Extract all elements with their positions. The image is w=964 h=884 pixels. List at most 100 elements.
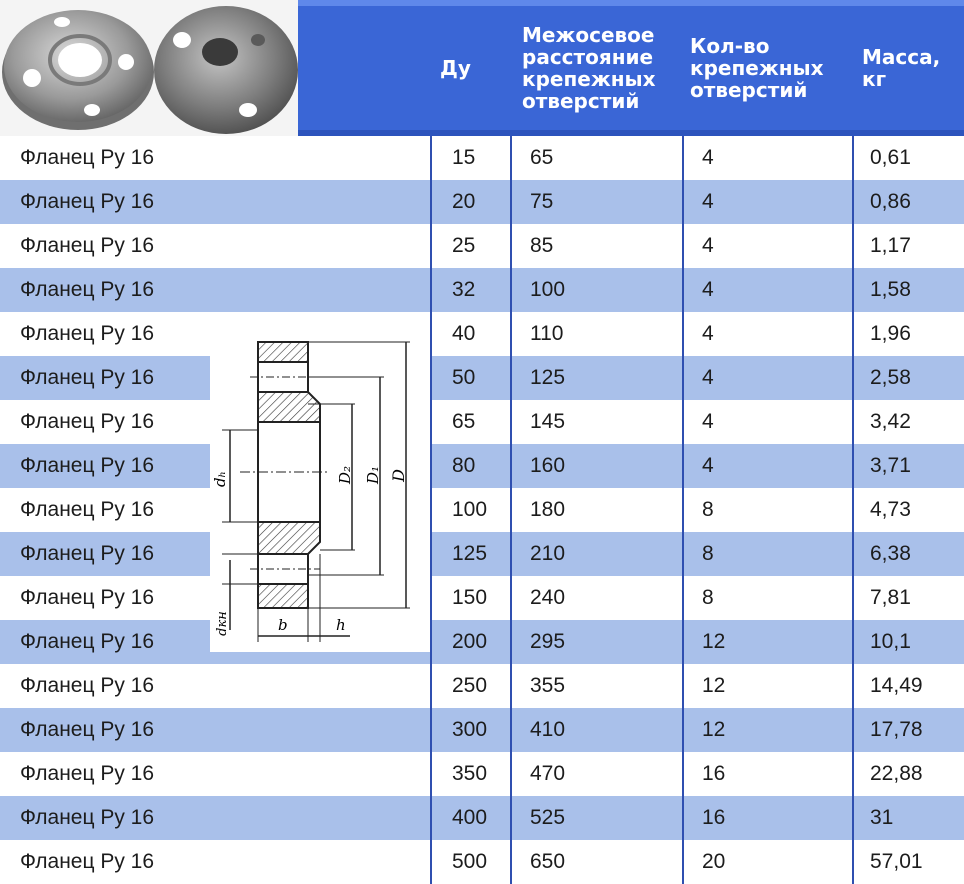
header-count: Кол-во крепежных отверстий [690, 34, 824, 102]
cell-du: 125 [452, 542, 488, 565]
cell-count: 4 [702, 146, 714, 169]
table-row: Фланец Ру 16 20 75 4 0,86 [0, 180, 964, 224]
cell-spacing: 85 [530, 234, 554, 257]
cell-name: Фланец Ру 16 [20, 718, 155, 741]
cell-name: Фланец Ру 16 [20, 278, 155, 301]
column-divider [430, 136, 432, 884]
table-row: Фланец Ру 16 300 410 12 17,78 [0, 708, 964, 752]
cell-spacing: 240 [530, 586, 566, 609]
cell-count: 4 [702, 234, 714, 257]
cell-mass: 1,17 [870, 234, 911, 257]
cell-name: Фланец Ру 16 [20, 146, 155, 169]
table-row: Фланец Ру 16 100 180 8 4,73 [0, 488, 964, 532]
cell-du: 250 [452, 674, 488, 697]
table-row: Фланец Ру 16 400 525 16 31 [0, 796, 964, 840]
table-row: Фланец Ру 16 150 240 8 7,81 [0, 576, 964, 620]
cell-spacing: 145 [530, 410, 566, 433]
cell-mass: 14,49 [870, 674, 923, 697]
column-divider [682, 136, 684, 884]
cell-count: 12 [702, 630, 726, 653]
flange-cross-section-diagram: dₕ dкн D₂ D₁ D b h [210, 330, 430, 652]
cell-name: Фланец Ру 16 [20, 542, 155, 565]
cell-du: 350 [452, 762, 488, 785]
cell-du: 500 [452, 850, 488, 873]
flange-photo-illustration [2, 6, 298, 134]
cell-du: 15 [452, 146, 476, 169]
cell-count: 8 [702, 498, 714, 521]
label-D1: D₁ [364, 465, 383, 485]
cell-spacing: 180 [530, 498, 566, 521]
cell-mass: 31 [870, 806, 894, 829]
table-row: Фланец Ру 16 80 160 4 3,71 [0, 444, 964, 488]
cell-mass: 0,86 [870, 190, 911, 213]
header-mass: Масса, кг [862, 45, 941, 91]
header-spacing: Межосевое расстояние крепежных отверстий [522, 23, 656, 113]
cell-mass: 3,71 [870, 454, 911, 477]
flange-drawing [210, 330, 430, 652]
cell-name: Фланец Ру 16 [20, 454, 155, 477]
table-row: Фланец Ру 16 15 65 4 0,61 [0, 136, 964, 180]
label-D: D [388, 469, 408, 482]
cell-name: Фланец Ру 16 [20, 806, 155, 829]
cell-mass: 17,78 [870, 718, 923, 741]
cell-mass: 10,1 [870, 630, 911, 653]
cell-count: 4 [702, 278, 714, 301]
cell-count: 8 [702, 542, 714, 565]
cell-spacing: 525 [530, 806, 566, 829]
cell-spacing: 160 [530, 454, 566, 477]
header-du: Ду [440, 56, 471, 80]
label-h: h [336, 616, 346, 634]
cell-mass: 2,58 [870, 366, 911, 389]
cell-mass: 1,58 [870, 278, 911, 301]
cell-mass: 7,81 [870, 586, 911, 609]
cell-spacing: 470 [530, 762, 566, 785]
cell-mass: 4,73 [870, 498, 911, 521]
cell-spacing: 295 [530, 630, 566, 653]
cell-spacing: 210 [530, 542, 566, 565]
column-divider [510, 136, 512, 884]
label-D2: D₂ [336, 465, 355, 485]
cell-du: 50 [452, 366, 476, 389]
cell-name: Фланец Ру 16 [20, 674, 155, 697]
cell-du: 25 [452, 234, 476, 257]
cell-du: 65 [452, 410, 476, 433]
cell-du: 32 [452, 278, 476, 301]
cell-count: 8 [702, 586, 714, 609]
cell-count: 4 [702, 366, 714, 389]
cell-count: 4 [702, 410, 714, 433]
header-background [298, 0, 964, 136]
table-row: Фланец Ру 16 500 650 20 57,01 [0, 840, 964, 884]
label-b: b [278, 616, 288, 634]
table-row: Фланец Ру 16 65 145 4 3,42 [0, 400, 964, 444]
cell-name: Фланец Ру 16 [20, 366, 155, 389]
cell-du: 200 [452, 630, 488, 653]
table-row: Фланец Ру 16 50 125 4 2,58 [0, 356, 964, 400]
flange-photo [0, 0, 298, 136]
cell-mass: 1,96 [870, 322, 911, 345]
cell-spacing: 100 [530, 278, 566, 301]
cell-count: 4 [702, 454, 714, 477]
table-row: Фланец Ру 16 200 295 12 10,1 [0, 620, 964, 664]
cell-spacing: 410 [530, 718, 566, 741]
cell-name: Фланец Ру 16 [20, 630, 155, 653]
cell-du: 150 [452, 586, 488, 609]
cell-mass: 6,38 [870, 542, 911, 565]
cell-spacing: 110 [530, 322, 564, 345]
cell-spacing: 125 [530, 366, 566, 389]
cell-count: 16 [702, 806, 726, 829]
cell-du: 400 [452, 806, 488, 829]
cell-du: 20 [452, 190, 476, 213]
cell-count: 12 [702, 718, 726, 741]
cell-name: Фланец Ру 16 [20, 586, 155, 609]
cell-mass: 3,42 [870, 410, 911, 433]
cell-name: Фланец Ру 16 [20, 190, 155, 213]
cell-name: Фланец Ру 16 [20, 850, 155, 873]
table-row: Фланец Ру 16 40 110 4 1,96 [0, 312, 964, 356]
cell-mass: 22,88 [870, 762, 923, 785]
label-dkn: dкн [214, 611, 230, 636]
cell-name: Фланец Ру 16 [20, 322, 155, 345]
cell-mass: 0,61 [870, 146, 911, 169]
cell-count: 16 [702, 762, 726, 785]
cell-count: 20 [702, 850, 726, 873]
cell-count: 4 [702, 190, 714, 213]
